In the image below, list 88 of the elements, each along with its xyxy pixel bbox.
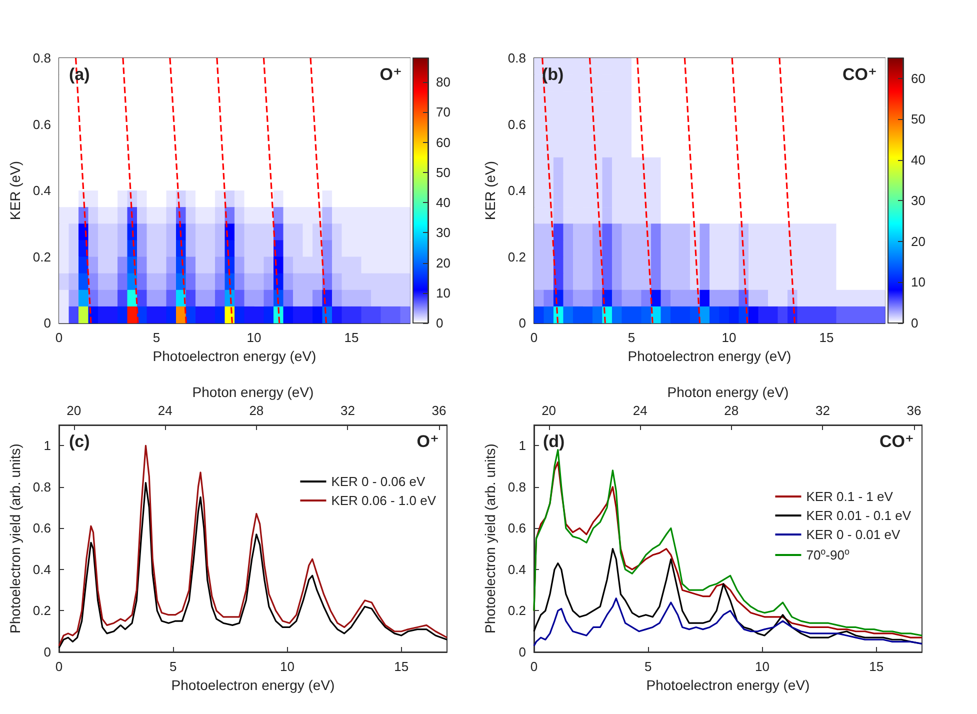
x-tick-label: 10 xyxy=(754,659,770,674)
annotation: CO⁺ xyxy=(842,65,877,84)
annotation: (c) xyxy=(69,432,90,451)
y-tick-label: 0 xyxy=(518,316,526,330)
legend-label: KER 0.1 - 1 eV xyxy=(806,489,894,504)
y-tick-label: 0.2 xyxy=(508,603,526,618)
legend-label: KER 0.06 - 1.0 eV xyxy=(331,493,436,508)
x2-tick-label: 36 xyxy=(906,403,922,418)
x-tick-label: 5 xyxy=(644,659,652,674)
color-bar-label: 60 xyxy=(911,70,926,86)
x2-tick-label: 20 xyxy=(542,403,556,418)
color-bar-label: 80 xyxy=(436,74,450,90)
x-tick-label: 0 xyxy=(530,330,538,345)
y-tick-label: 0 xyxy=(44,316,51,330)
color-bar-label: 50 xyxy=(911,112,926,127)
x-tick-label: 0 xyxy=(55,330,63,345)
y-tick-label: 0.8 xyxy=(508,479,526,494)
y-tick-label: 1 xyxy=(44,438,51,454)
color-bar-label: 70 xyxy=(436,104,450,120)
x2-tick-label: 24 xyxy=(158,403,172,418)
annotation: (a) xyxy=(69,65,90,84)
y-tick-label: 0.8 xyxy=(508,50,526,66)
x-axis-title: Photoelectron energy (eV) xyxy=(628,348,792,364)
x2-tick-label: 20 xyxy=(66,403,82,418)
y-tick-label: 0.2 xyxy=(32,249,51,264)
y-tick-label: 0.6 xyxy=(32,520,51,536)
annotation: O⁺ xyxy=(416,432,439,451)
x2-axis-title: Photon energy (eV) xyxy=(667,384,789,400)
x-tick-label: 5 xyxy=(152,330,160,345)
x2-tick-label: 36 xyxy=(432,403,446,418)
x2-tick-label: 32 xyxy=(815,403,830,418)
x-tick-label: 0 xyxy=(55,659,63,674)
x-tick-label: 15 xyxy=(394,659,409,674)
annotation: (d) xyxy=(543,432,565,451)
x-axis-title: Photoelectron energy (eV) xyxy=(646,676,810,693)
line-series xyxy=(533,598,923,647)
x2-tick-label: 28 xyxy=(249,403,264,418)
color-bar-label: 40 xyxy=(911,152,926,168)
x-tick-label: 15 xyxy=(819,330,834,345)
y-tick-label: 0.2 xyxy=(32,603,51,618)
y-tick-label: 0.4 xyxy=(508,562,526,577)
y-axis-title: KER (eV) xyxy=(7,160,24,220)
x-tick-label: 10 xyxy=(246,330,262,345)
y-tick-label: 0.8 xyxy=(32,479,51,494)
x2-axis-title: Photon energy (eV) xyxy=(192,384,314,400)
y-tick-label: 0.6 xyxy=(508,116,526,132)
y-tick-label: 0.4 xyxy=(32,183,51,198)
x2-tick-label: 28 xyxy=(724,403,739,418)
x-tick-label: 15 xyxy=(869,659,884,674)
y-tick-label: 0.2 xyxy=(508,249,526,264)
color-bar-label: 60 xyxy=(436,134,450,150)
legend-label: KER 0 - 0.06 eV xyxy=(331,474,426,489)
x-axis-title: Photoelectron energy (eV) xyxy=(171,676,335,693)
color-bar-label: 20 xyxy=(911,234,926,249)
y-axis-title: Photoelectron yield (arb. units) xyxy=(482,444,498,634)
annotation: (b) xyxy=(542,65,564,84)
x2-tick-label: 24 xyxy=(632,403,648,418)
color-bar-label: 30 xyxy=(911,193,926,208)
color-bar-label: 0 xyxy=(436,316,444,330)
y-tick-label: 0.6 xyxy=(508,520,526,536)
y-tick-label: 0 xyxy=(44,644,51,660)
x-tick-label: 10 xyxy=(280,659,294,674)
x-axis-title: Photoelectron energy (eV) xyxy=(152,348,316,364)
color-bar-label: 10 xyxy=(911,274,926,290)
color-bar-label: 40 xyxy=(436,195,450,210)
annotation: CO⁺ xyxy=(880,432,914,451)
color-bar-label: 50 xyxy=(436,164,450,180)
legend-label: KER 0 - 0.01 eV xyxy=(806,527,900,542)
color-bar-label: 30 xyxy=(436,225,450,240)
y-axis-title: KER (eV) xyxy=(482,160,498,220)
x-tick-label: 15 xyxy=(344,330,359,345)
x-tick-label: 5 xyxy=(628,330,636,345)
x2-tick-label: 32 xyxy=(340,403,355,418)
color-bar-label: 0 xyxy=(911,316,918,330)
color-bar-label: 10 xyxy=(436,285,450,300)
color-bar-label: 20 xyxy=(436,255,450,270)
y-axis-title: Photoelectron yield (arb. units) xyxy=(7,444,24,634)
y-tick-label: 0.6 xyxy=(32,116,51,132)
x-tick-label: 10 xyxy=(722,330,736,345)
y-tick-label: 0 xyxy=(518,644,526,660)
x-tick-label: 5 xyxy=(170,659,177,674)
annotation: O⁺ xyxy=(380,65,402,84)
y-tick-label: 0.4 xyxy=(508,183,526,198)
legend-label: KER 0.01 - 0.1 eV xyxy=(806,508,912,523)
y-tick-label: 0.8 xyxy=(32,50,51,66)
x-tick-label: 0 xyxy=(530,659,538,674)
y-tick-label: 0.4 xyxy=(32,562,51,577)
y-tick-label: 1 xyxy=(518,438,526,454)
